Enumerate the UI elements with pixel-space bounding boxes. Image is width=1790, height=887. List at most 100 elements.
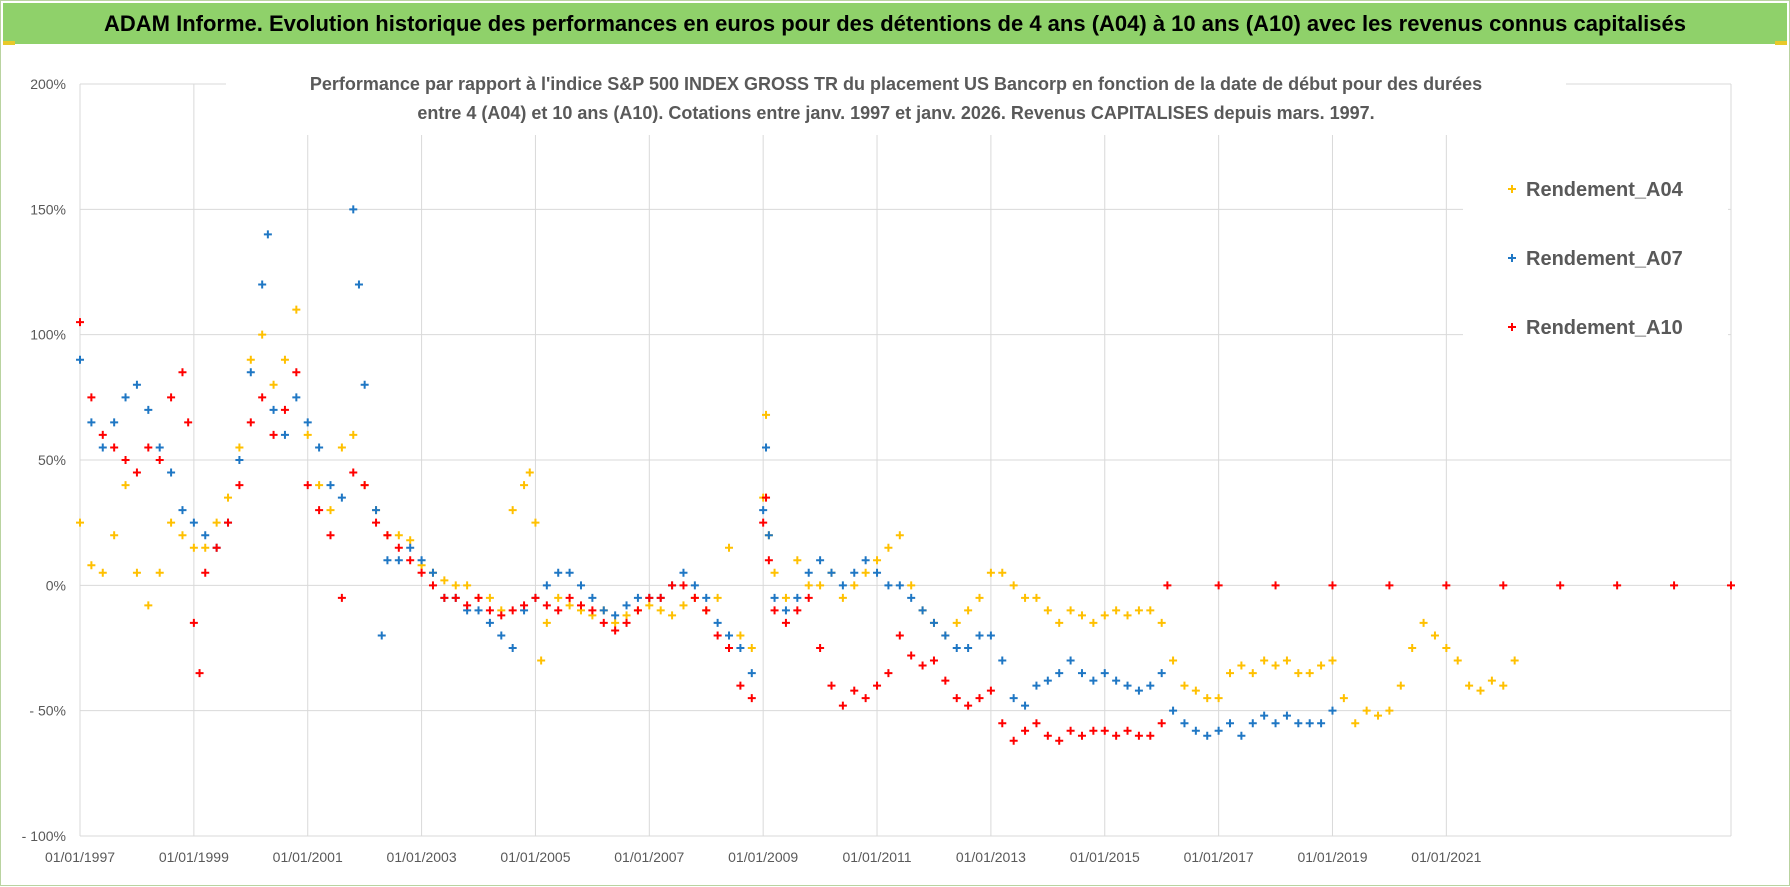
data-point: [155, 443, 164, 452]
data-point: [520, 601, 529, 610]
data-point: [679, 581, 688, 590]
data-point: [884, 543, 893, 552]
data-point: [258, 393, 267, 402]
data-point: [986, 568, 995, 577]
data-point: [576, 601, 585, 610]
data-point: [246, 355, 255, 364]
data-point: [1214, 581, 1223, 590]
data-point: [1226, 719, 1235, 728]
banner-title: ADAM Informe. Evolution historique des p…: [103, 11, 1686, 36]
data-point: [1453, 656, 1462, 665]
data-point: [588, 593, 597, 602]
data-point: [292, 305, 301, 314]
data-point: [762, 443, 771, 452]
data-point: [952, 618, 961, 627]
data-point: [1465, 681, 1474, 690]
data-point: [986, 686, 995, 695]
data-point: [1180, 719, 1189, 728]
data-point: [713, 618, 722, 627]
data-point: [1237, 731, 1246, 740]
data-point: [622, 618, 631, 627]
data-point: [132, 380, 141, 389]
data-point: [1271, 719, 1280, 728]
data-point: [656, 593, 665, 602]
data-point: [975, 694, 984, 703]
data-point: [1510, 656, 1519, 665]
data-point: [383, 531, 392, 540]
data-point: [417, 556, 426, 565]
data-point: [189, 543, 198, 552]
data-point: [702, 606, 711, 615]
data-point: [212, 543, 221, 552]
data-point: [633, 593, 642, 602]
legend-label: Rendement_A10: [1526, 317, 1683, 339]
y-tick-label: 0%: [46, 577, 66, 593]
data-point: [895, 581, 904, 590]
x-tick-label: 01/01/2013: [956, 849, 1026, 865]
data-point: [1157, 669, 1166, 678]
data-point: [998, 719, 1007, 728]
data-point: [690, 593, 699, 602]
data-point: [1727, 581, 1735, 590]
data-point: [1066, 606, 1075, 615]
data-point: [178, 368, 187, 377]
data-point: [998, 568, 1007, 577]
data-point: [781, 618, 790, 627]
data-point: [1146, 681, 1155, 690]
legend-marker: [1508, 185, 1516, 193]
x-tick-label: 01/01/2017: [1184, 849, 1254, 865]
data-point: [1351, 719, 1360, 728]
data-point: [360, 481, 369, 490]
data-point: [975, 593, 984, 602]
data-point: [736, 631, 745, 640]
data-point: [599, 606, 608, 615]
data-point: [417, 568, 426, 577]
data-point: [497, 631, 506, 640]
data-point: [1282, 711, 1291, 720]
data-point: [764, 556, 773, 565]
data-point: [861, 568, 870, 577]
data-point: [337, 593, 346, 602]
data-point: [1226, 669, 1235, 678]
data-point: [1066, 726, 1075, 735]
data-point: [531, 518, 540, 527]
data-point: [1374, 711, 1383, 720]
data-point: [406, 536, 415, 545]
legend-marker: [1508, 254, 1516, 262]
legend-entry: Rendement_A04: [1508, 179, 1684, 201]
data-point: [725, 543, 734, 552]
data-point: [1613, 581, 1622, 590]
data-point: [725, 631, 734, 640]
data-point: [383, 556, 392, 565]
data-point: [861, 556, 870, 565]
data-point: [964, 701, 973, 710]
x-tick-label: 01/01/2011: [843, 849, 912, 865]
data-point: [929, 618, 938, 627]
data-point: [440, 576, 449, 585]
data-point: [326, 531, 335, 540]
data-point: [195, 669, 204, 678]
data-point: [167, 468, 176, 477]
data-point: [201, 531, 210, 540]
data-point: [1328, 581, 1337, 590]
data-point: [1123, 726, 1132, 735]
data-point: [770, 593, 779, 602]
data-point: [633, 606, 642, 615]
data-point: [485, 618, 494, 627]
data-point: [394, 531, 403, 540]
y-tick-label: 50%: [38, 452, 66, 468]
banner: ADAM Informe. Evolution historique des p…: [3, 3, 1787, 44]
data-point: [873, 556, 882, 565]
data-point: [1123, 611, 1132, 620]
data-point: [76, 355, 84, 364]
data-point: [804, 593, 813, 602]
data-point: [1157, 618, 1166, 627]
data-point: [713, 593, 722, 602]
data-point: [258, 330, 267, 339]
data-point: [132, 468, 141, 477]
data-point: [440, 593, 449, 602]
data-point: [1112, 731, 1121, 740]
data-point: [611, 611, 620, 620]
data-point: [292, 368, 301, 377]
